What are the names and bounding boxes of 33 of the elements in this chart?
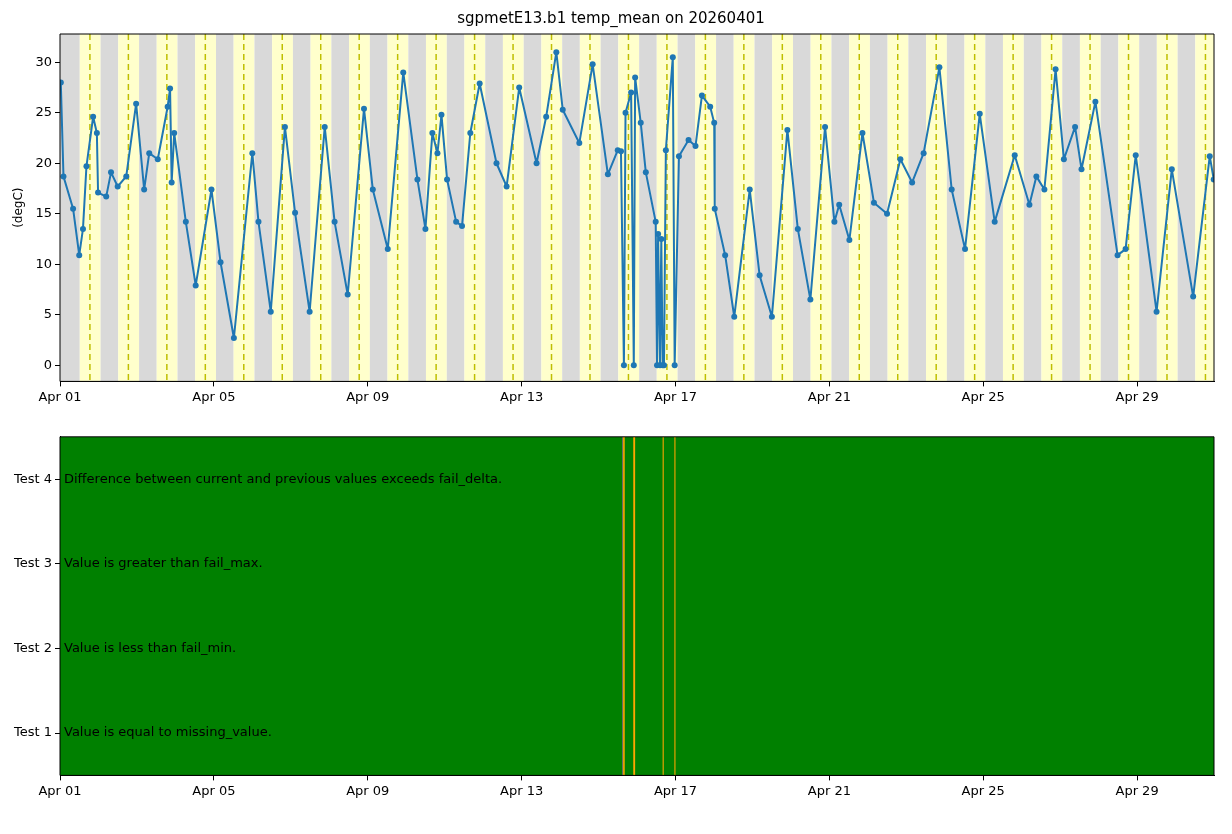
x-tick-label: Apr 09 (346, 388, 390, 404)
y-tick-label: Test 1 (12, 724, 52, 740)
x-tick-label: Apr 01 (38, 388, 82, 404)
x-tick-label: Apr 05 (192, 388, 236, 404)
annotation: Value is equal to missing_value. (64, 724, 272, 740)
y-tick-label: 25 (35, 104, 52, 120)
x-tick-label: Apr 09 (346, 782, 390, 798)
annotation: Value is greater than fail_max. (64, 555, 263, 571)
x-tick-label: Apr 01 (38, 782, 82, 798)
y-tick-label: 10 (35, 255, 52, 271)
y-tick-label: Test 4 (12, 470, 52, 486)
x-tick-label: Apr 29 (1115, 782, 1159, 798)
y-axis-title: (degC) (11, 187, 26, 228)
x-tick-label: Apr 25 (961, 388, 1005, 404)
x-tick-label: Apr 17 (653, 782, 698, 798)
y-tick-label: Test 3 (12, 555, 52, 571)
x-tick-label: Apr 17 (653, 388, 698, 404)
y-tick-label: 5 (43, 306, 52, 322)
x-tick-label: Apr 13 (500, 388, 544, 404)
y-tick-label: 0 (43, 356, 52, 372)
y-tick-label: 30 (35, 53, 52, 69)
annotation: Difference between current and previous values exceeds fail_delta. (64, 470, 503, 486)
chart-title: sgpmetE13.b1 temp_mean on 20260401 (457, 8, 765, 28)
x-tick-label: Apr 29 (1115, 388, 1159, 404)
y-tick-label: Test 2 (12, 639, 52, 655)
x-tick-label: Apr 21 (807, 782, 851, 798)
x-tick-label: Apr 25 (961, 782, 1005, 798)
annotation: Value is less than fail_min. (64, 639, 237, 655)
x-tick-label: Apr 21 (807, 388, 851, 404)
x-tick-label: Apr 13 (500, 782, 544, 798)
x-tick-label: Apr 05 (192, 782, 236, 798)
y-tick-label: 15 (35, 205, 52, 221)
y-tick-label: 20 (35, 154, 52, 170)
